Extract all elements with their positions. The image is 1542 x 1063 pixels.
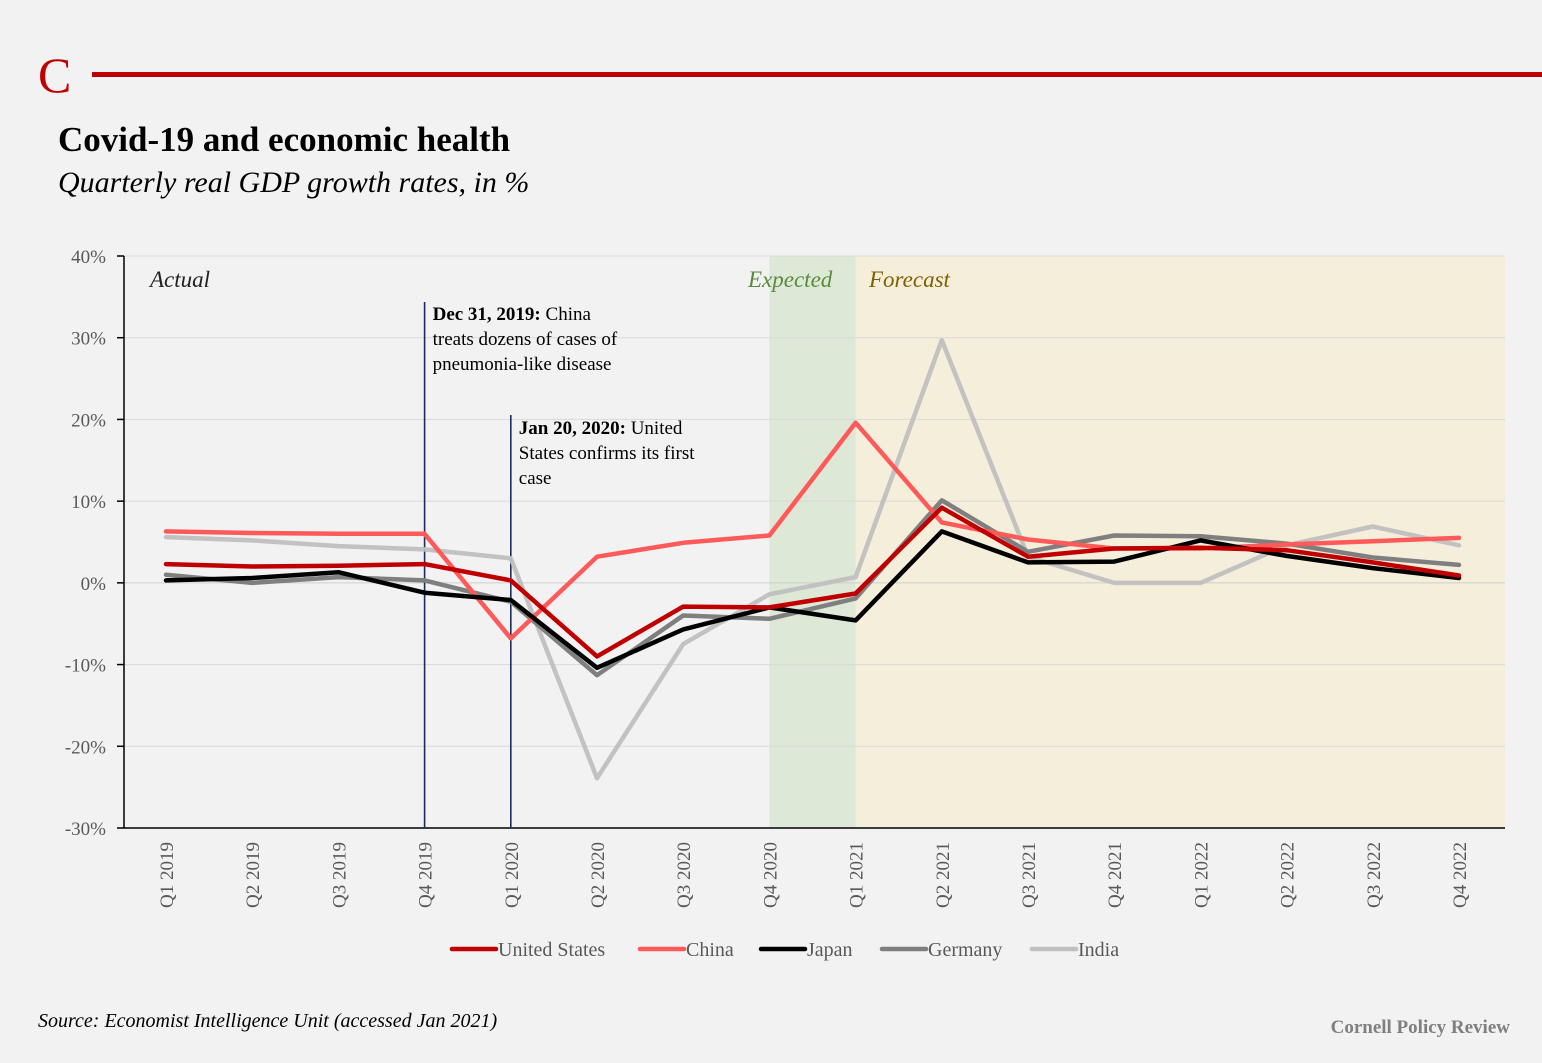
series-line-united-states <box>163 505 1462 659</box>
series-line-germany <box>163 498 1462 678</box>
x-tick-label: Q2 2020 <box>588 842 609 908</box>
publisher-credit: Cornell Policy Review <box>1330 1017 1510 1038</box>
x-tick-label: Q3 2019 <box>329 842 350 908</box>
y-tick-label: 20% <box>71 410 106 431</box>
annotation-text: Jan 20, 2020: United <box>519 418 683 439</box>
y-tick-label: -20% <box>65 737 106 758</box>
legend-label: China <box>686 939 734 961</box>
x-tick-label: Q2 2019 <box>243 842 264 908</box>
x-tick-label: Q3 2020 <box>674 842 695 908</box>
x-tick-label: Q1 2019 <box>157 842 178 908</box>
region-label: Actual <box>148 267 210 292</box>
region-label: Forecast <box>868 267 951 292</box>
source-note: Source: Economist Intelligence Unit (acc… <box>38 1010 498 1032</box>
header-rule <box>92 72 1542 77</box>
legend-label: India <box>1078 939 1119 961</box>
annotation-text: treats dozens of cases of <box>433 329 618 350</box>
chart-title: Covid-19 and economic health <box>58 120 511 159</box>
legend-label: United States <box>498 939 605 961</box>
annotation-text: States confirms its first <box>519 443 695 464</box>
x-tick-label: Q1 2022 <box>1191 842 1212 908</box>
x-tick-label: Q1 2021 <box>847 842 868 908</box>
annotation-text: Dec 31, 2019: China <box>433 304 592 325</box>
y-tick-label: 0% <box>81 574 107 595</box>
x-tick-label: Q4 2020 <box>760 842 781 908</box>
x-tick-label: Q3 2022 <box>1364 842 1385 908</box>
legend-label: Germany <box>928 939 1002 961</box>
legend-label: Japan <box>807 939 853 961</box>
y-tick-label: 30% <box>71 329 106 350</box>
annotation-text: case <box>519 468 552 489</box>
chart-subtitle: Quarterly real GDP growth rates, in % <box>58 166 530 199</box>
x-tick-label: Q4 2019 <box>416 842 437 908</box>
x-tick-label: Q3 2021 <box>1019 842 1040 908</box>
region-label: Expected <box>747 267 833 292</box>
x-tick-label: Q2 2021 <box>933 842 954 908</box>
y-tick-label: -10% <box>65 656 106 677</box>
y-tick-label: 40% <box>71 247 106 268</box>
y-tick-label: -30% <box>65 819 106 840</box>
y-tick-label: 10% <box>71 492 106 513</box>
x-tick-label: Q2 2022 <box>1278 842 1299 908</box>
brand-logo: C <box>38 47 72 103</box>
x-tick-label: Q4 2022 <box>1450 842 1471 908</box>
series-line-india <box>163 337 1462 781</box>
x-tick-label: Q4 2021 <box>1105 842 1126 908</box>
x-tick-label: Q1 2020 <box>502 842 523 908</box>
expected-band <box>769 256 856 828</box>
annotation-text: pneumonia-like disease <box>433 354 612 375</box>
